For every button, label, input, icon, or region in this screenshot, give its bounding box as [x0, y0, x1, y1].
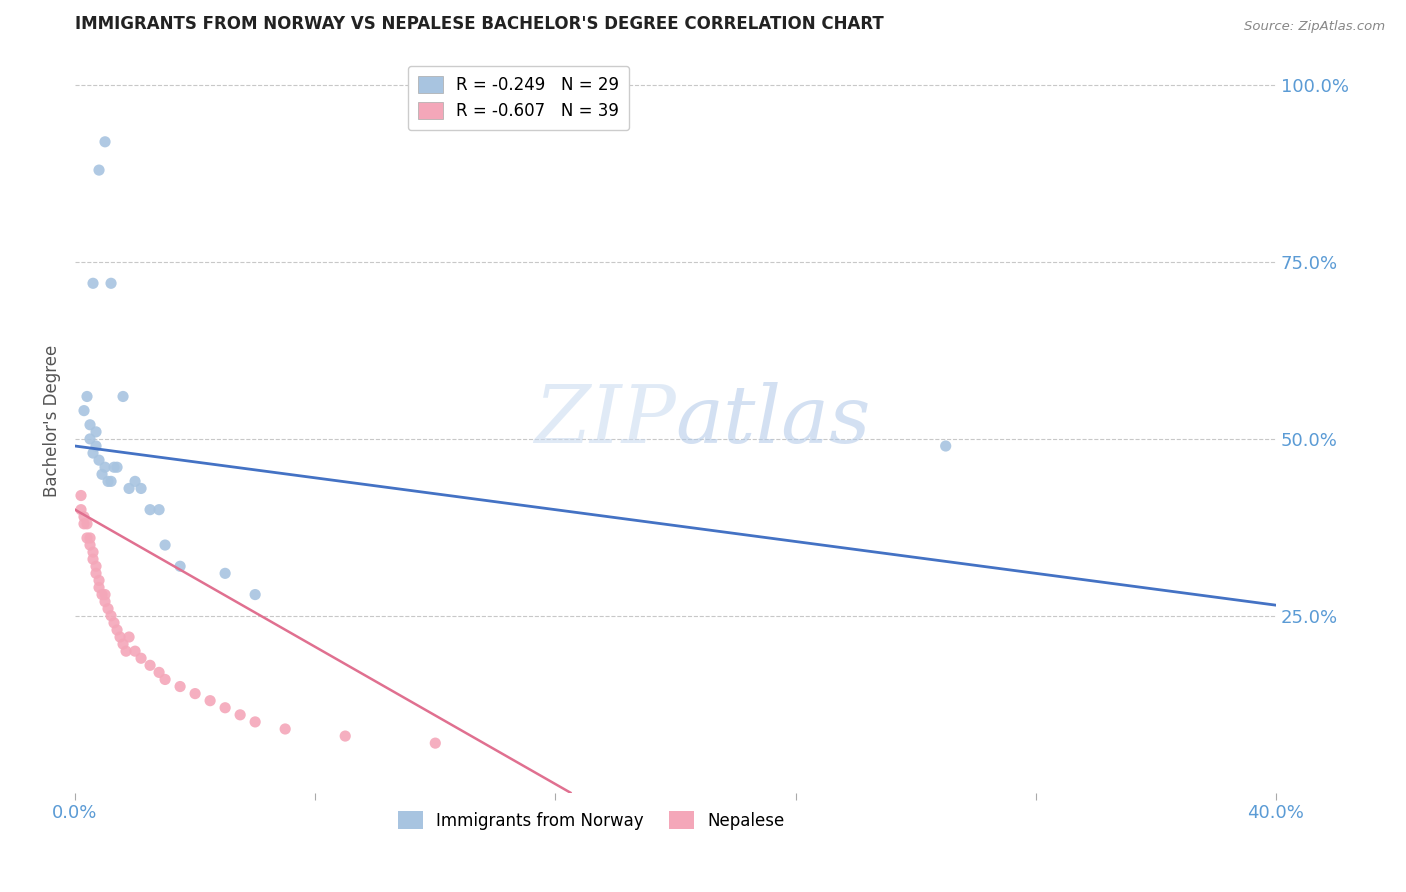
Point [103, 460, 125, 475]
Point [84, 566, 107, 581]
Point [91, 588, 114, 602]
Point [100, 608, 122, 623]
Text: Source: ZipAtlas.com: Source: ZipAtlas.com [1244, 20, 1385, 33]
Point [100, 475, 122, 489]
Point [94, 460, 117, 475]
Point [87, 453, 110, 467]
Point [79, 432, 101, 446]
Text: IMMIGRANTS FROM NORWAY VS NEPALESE BACHELOR'S DEGREE CORRELATION CHART: IMMIGRANTS FROM NORWAY VS NEPALESE BACHE… [75, 15, 884, 33]
Point [108, 630, 131, 644]
Point [169, 680, 191, 694]
Point [112, 637, 135, 651]
Point [124, 475, 146, 489]
Point [105, 460, 128, 475]
Point [112, 389, 135, 403]
Point [129, 482, 152, 496]
Point [100, 277, 122, 291]
Point [82, 552, 104, 566]
Point [118, 630, 141, 644]
Point [103, 615, 125, 630]
Point [79, 538, 101, 552]
Point [76, 516, 98, 531]
Point [129, 651, 152, 665]
Point [82, 446, 104, 460]
Point [84, 439, 107, 453]
Point [148, 502, 170, 516]
Point [139, 658, 162, 673]
Point [243, 588, 266, 602]
Point [169, 559, 191, 574]
Point [70, 502, 93, 516]
Point [94, 588, 117, 602]
Y-axis label: Bachelor's Degree: Bachelor's Degree [44, 345, 60, 498]
Point [214, 700, 236, 714]
Point [94, 135, 117, 149]
Point [118, 482, 141, 496]
Point [105, 623, 128, 637]
Point [184, 687, 207, 701]
Point [115, 644, 138, 658]
Point [87, 163, 110, 178]
Point [148, 665, 170, 680]
Point [70, 489, 93, 503]
Text: atlas: atlas [675, 383, 870, 460]
Point [97, 601, 120, 615]
Point [73, 509, 96, 524]
Point [76, 389, 98, 403]
Point [425, 736, 447, 750]
Point [94, 594, 117, 608]
Point [84, 425, 107, 439]
Point [274, 722, 297, 736]
Legend: Immigrants from Norway, Nepalese: Immigrants from Norway, Nepalese [391, 805, 792, 837]
Point [82, 277, 104, 291]
Point [73, 516, 96, 531]
Point [153, 673, 176, 687]
Point [87, 574, 110, 588]
Point [124, 644, 146, 658]
Point [198, 694, 221, 708]
Point [73, 403, 96, 417]
Point [87, 581, 110, 595]
Point [76, 531, 98, 545]
Point [79, 417, 101, 432]
Point [243, 714, 266, 729]
Point [91, 467, 114, 482]
Point [335, 729, 357, 743]
Point [84, 559, 107, 574]
Point [153, 538, 176, 552]
Point [214, 566, 236, 581]
Text: ZIP: ZIP [534, 383, 675, 460]
Point [935, 439, 957, 453]
Point [79, 531, 101, 545]
Point [229, 707, 252, 722]
Point [139, 502, 162, 516]
Point [82, 545, 104, 559]
Point [97, 475, 120, 489]
